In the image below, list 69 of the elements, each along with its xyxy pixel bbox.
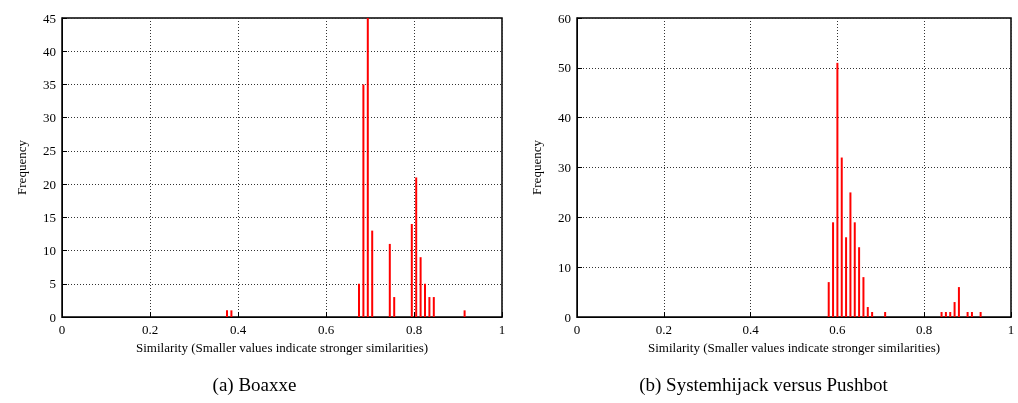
bar [866,307,869,317]
x-axis-title: Similarity (Smaller values indicate stronger similarities) [135,339,429,355]
y-axis-title: Frequency [529,139,544,195]
bar [424,283,426,317]
bar [366,18,369,317]
y-tick-label: 35 [43,76,56,92]
bar [410,223,413,317]
x-axis-title: Similarity (Smaller values indicate stronger similarities) [647,339,941,355]
y-tick-label: 5 [49,276,56,292]
bar [957,287,960,317]
bar [849,192,852,317]
bar [858,247,861,317]
bar [230,310,233,317]
bar [463,310,466,317]
bar [226,310,228,317]
bar [388,243,391,317]
y-tick-label: 0 [49,309,56,325]
y-axis-title: Frequency [14,139,29,195]
text: (a) Boaxxe [212,374,297,396]
bar [871,312,874,317]
bar [836,62,839,317]
x-tick-label: 0.6 [829,322,847,337]
bar [953,302,956,317]
bar [940,312,943,317]
bar [362,84,365,317]
y-tick-label: 20 [558,209,571,225]
y-tick-label: 20 [43,176,56,192]
y-tick-label: 40 [43,43,56,59]
bar [419,257,422,317]
y-tick-label: 10 [558,259,571,275]
y-tick-label: 45 [43,10,56,26]
bar [966,312,969,317]
x-tick-label: 0.6 [317,322,335,337]
bar [393,297,396,317]
x-tick-label: 0.8 [916,322,933,337]
y-tick-label: 10 [43,243,56,259]
bar [358,283,360,317]
bar [832,222,835,317]
bar [840,157,843,317]
bar [428,297,431,317]
x-tick-label: 0.4 [229,322,247,337]
bar [949,312,952,317]
y-tick-label: 15 [43,209,56,225]
bar [432,297,435,317]
y-tick-label: 0 [564,309,571,325]
y-tick-label: 30 [43,110,56,126]
x-tick-label: 0.8 [405,322,423,337]
x-tick-label: 0.2 [655,322,672,337]
bar [371,230,374,317]
bar [415,177,418,317]
x-tick-label: 0.4 [742,322,760,337]
x-tick-label: 0 [573,322,581,337]
x-tick-label: 1 [498,322,506,337]
bar [884,312,887,317]
x-tick-label: 0.2 [141,322,159,337]
bar [862,277,865,317]
y-tick-label: 25 [43,143,56,159]
bar [845,237,848,317]
y-tick-label: 60 [558,10,571,26]
x-tick-label: 1 [1007,322,1015,337]
y-tick-label: 30 [558,160,571,175]
y-tick-label: 50 [558,60,571,76]
bar [979,312,982,317]
y-tick-label: 40 [558,110,571,126]
bar [853,222,856,317]
bar [827,282,830,317]
bar [944,312,947,317]
bar [970,312,973,317]
text: (b) Systemhijack versus Pushbot [639,374,889,396]
